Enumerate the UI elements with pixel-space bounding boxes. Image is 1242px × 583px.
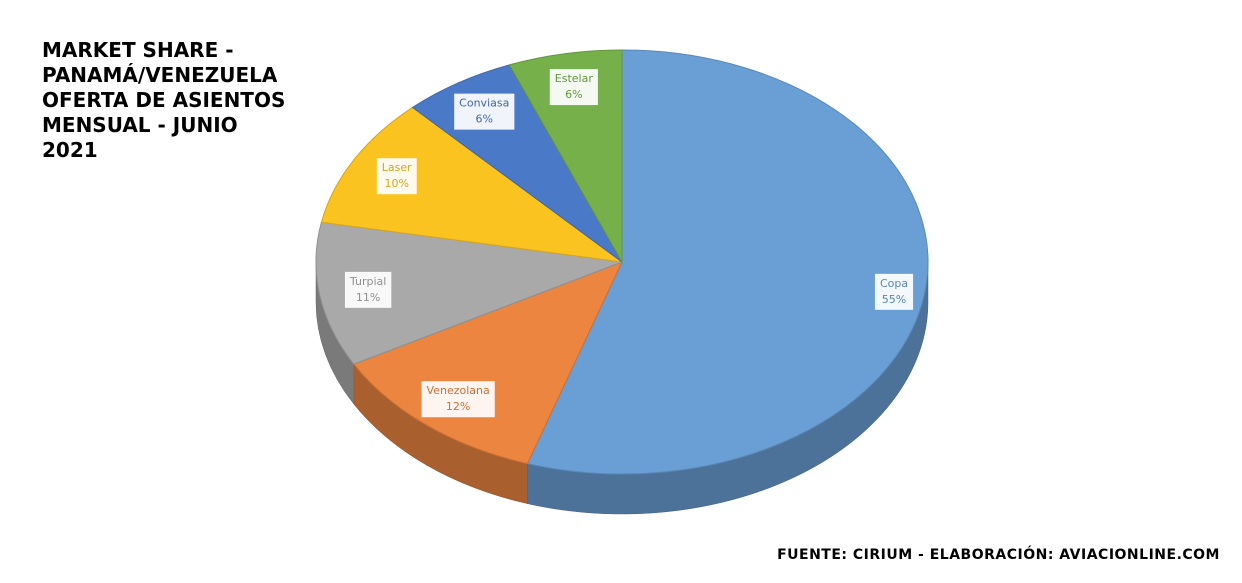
label-box (549, 69, 598, 106)
label-value: 55% (882, 293, 906, 306)
label-box (874, 273, 914, 310)
data-label: Venezolana 12% (421, 381, 495, 418)
label-box (421, 381, 495, 418)
pie-slice (315, 221, 623, 365)
data-label: Laser 10% (376, 158, 417, 195)
label-name: Estelar (555, 72, 594, 85)
label-name: Copa (880, 277, 908, 290)
label-value: 11% (356, 291, 380, 304)
label-name: Venezolana (427, 384, 490, 397)
label-value: 6% (476, 113, 493, 126)
label-name: Conviasa (459, 97, 509, 110)
label-box (454, 93, 515, 130)
data-label: Turpial 11% (344, 271, 392, 308)
pie-slice (353, 261, 623, 465)
chart-title: MARKET SHARE - PANAMÁ/VENEZUELA OFERTA D… (42, 38, 286, 162)
label-box (344, 271, 392, 308)
label-name: Laser (382, 161, 412, 174)
label-value: 12% (446, 400, 470, 413)
label-name: Turpial (349, 275, 386, 288)
pie-slice (526, 49, 929, 475)
label-box (376, 158, 417, 195)
pie-slice (320, 106, 623, 263)
data-label: Copa 55% (874, 273, 914, 310)
data-label: Estelar 6% (549, 69, 598, 106)
source-note: FUENTE: CIRIUM - ELABORACIÓN: AVIACIONLI… (777, 547, 1220, 563)
label-value: 6% (565, 88, 582, 101)
data-label: Conviasa 6% (454, 93, 515, 130)
label-value: 10% (385, 177, 409, 190)
